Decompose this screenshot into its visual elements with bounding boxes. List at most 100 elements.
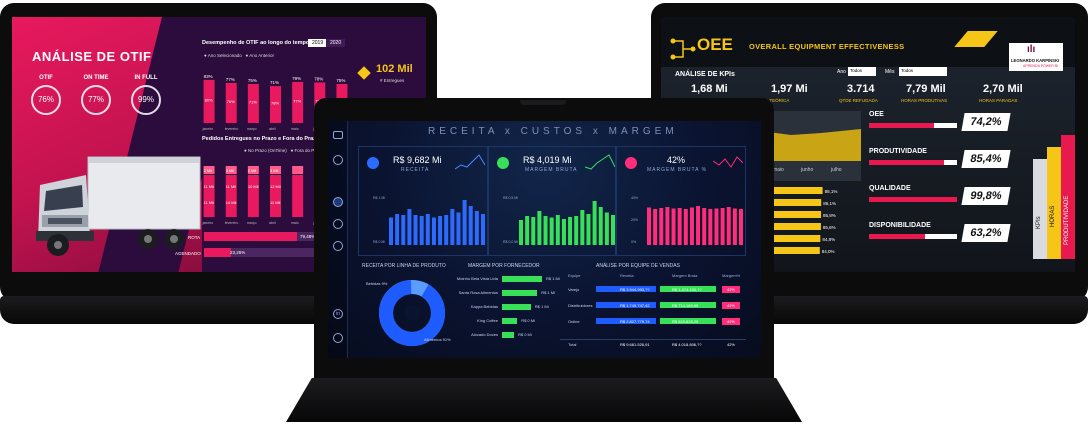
kpi-value: 42% [667, 155, 686, 165]
rcm-bar [653, 209, 658, 245]
table-cell-receita: R$ 9.681.526,91 [620, 342, 650, 347]
oee-stats-row: 1,68 Mi 1,97 Mi TO TEÓRICA 3.714 QTDE RE… [661, 81, 1075, 107]
table-row[interactable]: Online R$ 2.827.779,74 R$ 815.828,25 42% [560, 317, 746, 329]
linkedin-icon[interactable]: in [333, 309, 343, 319]
oee-metrics-list: OEE 74,2% PRODUTIVIDADE 85,4% QUALIDADE … [869, 109, 1019, 259]
year-2019-button[interactable]: 2019 [308, 39, 328, 47]
box-icon [357, 66, 371, 80]
agendado-value: 23,25% [230, 250, 246, 255]
oee-hbar [761, 235, 821, 242]
table-header-cell: Margem% [722, 273, 741, 278]
otif-stack-bottom [292, 175, 304, 217]
supplier-name: Moinho Bela Vista Ltda [456, 276, 498, 281]
table-total-row[interactable]: Total R$ 9.681.526,91 R$ 4.018.806,?? 42% [560, 339, 746, 351]
rcm-bar [401, 215, 406, 245]
otif-bar-label: 75% [336, 78, 345, 83]
filter-ano-select[interactable]: Todos [848, 67, 876, 76]
rcm-bar [395, 214, 400, 245]
metric-bar-track [869, 197, 957, 202]
kpi-card-receita: R$ 9,682 Mi RECEITA R$ 1 Mi R$ 0 Mi [358, 146, 488, 256]
table-row[interactable]: Distribuidores R$ 1.749.747,42 R$ 714.169,… [560, 301, 746, 313]
margem-sparkline [585, 154, 615, 170]
rcm-bar [561, 219, 566, 245]
metric-label: OEE [869, 111, 884, 118]
rcm-bar [586, 214, 591, 245]
rota-bar-fill [204, 232, 298, 241]
settings-icon[interactable] [333, 333, 343, 343]
rcm-bar [677, 208, 682, 245]
rcm-bar [468, 206, 473, 245]
rcm-bar [525, 216, 530, 245]
otif-legend-b: ● No Prazo (OnTime) ● Fora do Prazo [244, 148, 324, 153]
otif-stack-top [292, 166, 304, 174]
supplier-row: Santa Rosa Alimentos R$ 1 Mi [458, 289, 582, 299]
section-title-product: RECEITA POR LINHA DE PRODUTO [362, 263, 446, 269]
otif-kpi-label: ON TIME [83, 75, 109, 81]
metric-oee: OEE 74,2% [869, 109, 1019, 139]
otif-month-label: fevereiro [225, 127, 239, 131]
otif-chart2-title: Pedidos Entregues no Prazo e Fora do Pra… [202, 136, 320, 142]
rcm-bar [580, 210, 585, 245]
nav-user-icon[interactable] [333, 241, 343, 251]
rota-value: 79,48% [300, 234, 316, 239]
rcm-bar [611, 215, 615, 245]
rcm-bar [431, 217, 436, 245]
agendado-bar-fill [204, 248, 232, 257]
supplier-bar [502, 276, 542, 282]
rcm-bar [671, 208, 676, 245]
table-cell-pct: 42% [722, 286, 740, 293]
oee-dashboard: OEE OVERALL EQUIPMENT EFFECTIVENESS ılı … [661, 17, 1075, 272]
donut-slice-alimentos [379, 280, 445, 347]
table-row[interactable]: Varejo R$ 3.944.993,?? R$ 1.474.430,?? 42% [560, 285, 746, 297]
supplier-name: Santa Rosa Alimentos [458, 290, 498, 295]
otif-kpi-ring: 99% [131, 85, 161, 115]
section-title-team: ANÁLISE POR EQUIPE DE VENDAS [596, 263, 680, 269]
tab-produtividade[interactable]: PRODUTIVIDADE [1061, 135, 1075, 259]
stat-value: 7,79 Mil [906, 83, 946, 95]
rcm-bar [647, 207, 651, 245]
otif-title: ANÁLISE DE OTIF [32, 49, 152, 64]
table-cell-margem: R$ 4.018.806,?? [672, 342, 702, 347]
otif-stack-label: 12 Mil [270, 184, 281, 189]
nav-team-icon[interactable] [333, 219, 343, 229]
rcm-bar [531, 217, 536, 245]
supplier-bar [502, 318, 518, 324]
product-donut-chart [379, 280, 445, 347]
rcm-bar [407, 209, 412, 245]
nav-costs-icon[interactable] [333, 197, 343, 207]
rcm-ytick: R$ 0,5 Mi [503, 196, 518, 200]
rcm-bar [462, 200, 467, 245]
oee-hbar-label: 85,6% [823, 225, 836, 230]
kpi-value: R$ 4,019 Mi [523, 155, 572, 165]
year-2020-button[interactable]: 2020 [326, 39, 346, 47]
rcm-bar [543, 216, 548, 245]
oee-hbar [761, 187, 823, 194]
tab-horas[interactable]: HORAS [1047, 147, 1061, 259]
stat-value: 1,68 Mi [691, 83, 728, 95]
tab-kpis[interactable]: KPIs [1033, 159, 1047, 259]
kpi-card-margem: R$ 4,019 Mi MARGEM BRUTA R$ 0,5 Mi R$ 0,0… [488, 146, 616, 256]
stat-label: HORAS PRODUTIVAS [901, 98, 948, 103]
filter-mes-select[interactable]: Todos [899, 67, 947, 76]
otif-month-label: abril [269, 221, 276, 225]
otif-stack-label: 11 Mil [204, 184, 214, 189]
otif-stack-label: 11 Mil [226, 184, 236, 189]
nav-home-icon[interactable] [333, 131, 343, 139]
rcm-bar [592, 201, 597, 245]
otif-bar [225, 82, 237, 123]
area-month-label: junho [800, 167, 813, 173]
filter-ano-value: Todos [850, 68, 863, 73]
otif-kpi-row: OTIF 76% ON TIME 77% IN FULL 99% [26, 75, 176, 135]
otif-month-label: janeiro [202, 127, 214, 131]
oee-header-bar [661, 17, 1075, 67]
rcm-title: RECEITA x CUSTOS x MARGEM [428, 126, 678, 137]
otif-stack-top [203, 166, 215, 174]
table-cell-receita-bar [596, 302, 656, 308]
otif-kpi-ring: 76% [31, 85, 61, 115]
delivered-label: # Entregues [380, 78, 405, 83]
table-header: Equipe Receita Margem Bruta Margem% [560, 273, 746, 281]
otif-stack-bottom [203, 175, 215, 217]
otif-bar-label: 79% [292, 76, 301, 81]
rcm-bar [413, 215, 418, 245]
nav-revenue-icon[interactable] [333, 155, 343, 165]
